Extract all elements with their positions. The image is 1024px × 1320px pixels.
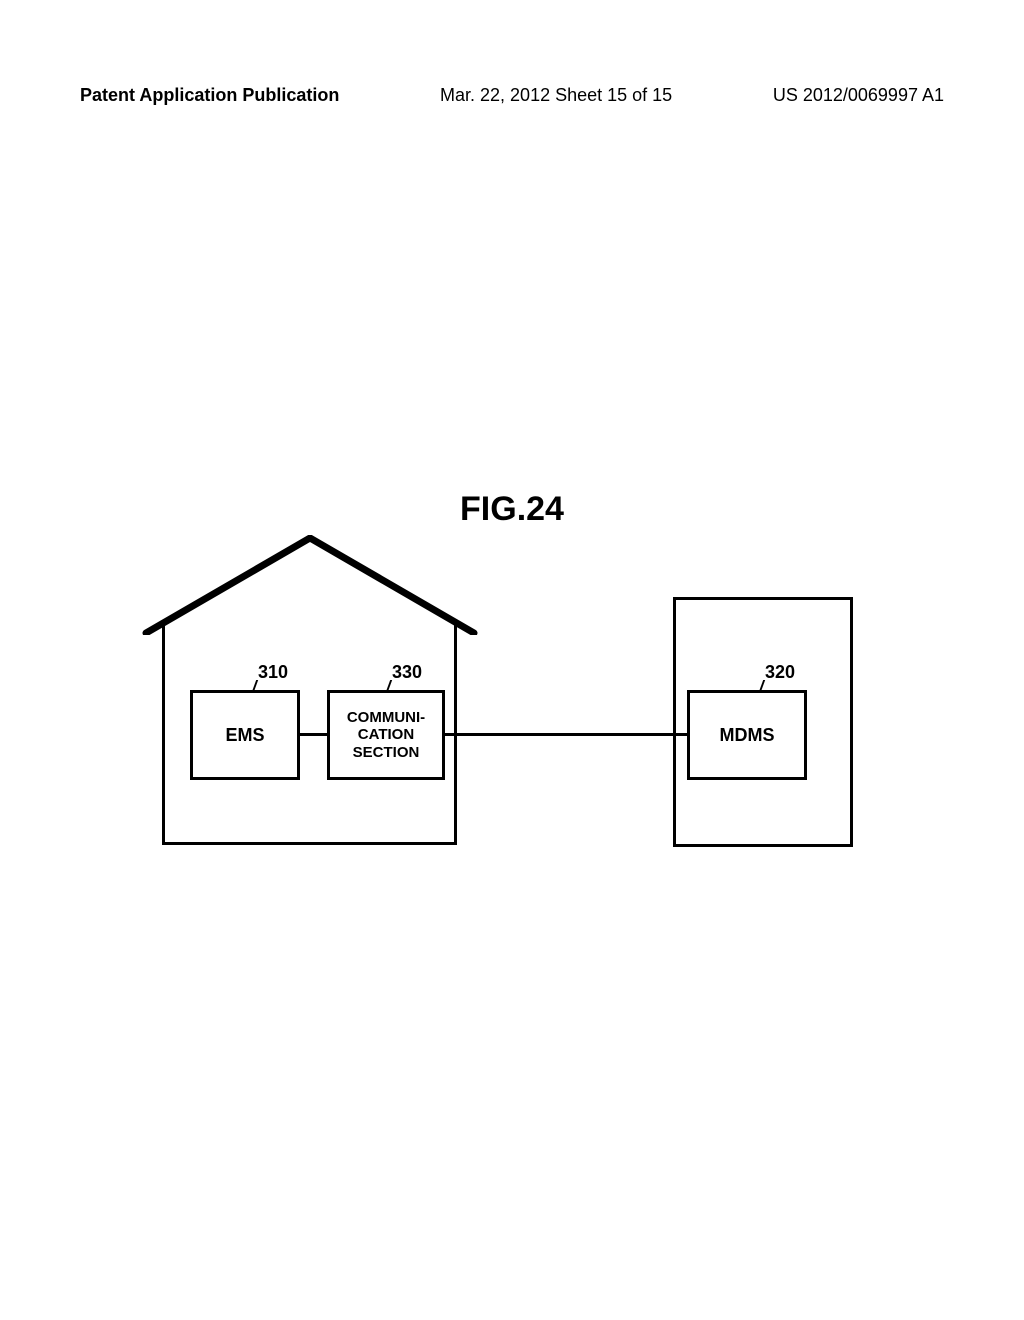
mdms-label: MDMS bbox=[720, 725, 775, 746]
communication-label: COMMUNI-CATIONSECTION bbox=[347, 709, 425, 761]
publication-label: Patent Application Publication bbox=[80, 85, 339, 106]
page-header: Patent Application Publication Mar. 22, … bbox=[0, 85, 1024, 106]
mdms-node: MDMS bbox=[687, 690, 807, 780]
communication-node: COMMUNI-CATIONSECTION bbox=[327, 690, 445, 780]
house-roof-icon bbox=[140, 535, 480, 635]
ems-label: EMS bbox=[225, 725, 264, 746]
comm-to-mdms-edge bbox=[445, 733, 687, 736]
publication-number: US 2012/0069997 A1 bbox=[773, 85, 944, 106]
diagram-container: 310 EMS 330 COMMUNI-CATIONSECTION 320 MD… bbox=[140, 535, 860, 865]
ems-to-comm-edge bbox=[300, 733, 328, 736]
figure-title: FIG.24 bbox=[0, 490, 1024, 529]
sheet-info: Mar. 22, 2012 Sheet 15 of 15 bbox=[440, 85, 672, 106]
ems-node: EMS bbox=[190, 690, 300, 780]
